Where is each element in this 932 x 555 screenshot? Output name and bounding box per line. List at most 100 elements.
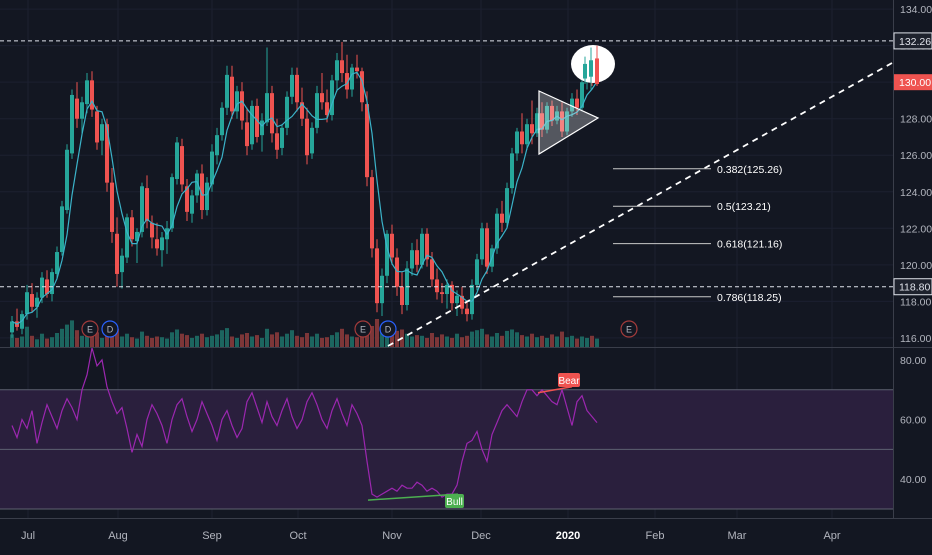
candle-body[interactable] [550, 105, 554, 121]
candle-body[interactable] [260, 120, 264, 136]
candle-body[interactable] [295, 74, 299, 103]
candle-body[interactable] [335, 60, 339, 81]
candle-body[interactable] [310, 127, 314, 154]
candle-body[interactable] [450, 284, 454, 304]
candle-body[interactable] [320, 93, 324, 103]
candle-body[interactable] [425, 233, 429, 260]
candle-body[interactable] [235, 91, 239, 112]
candle-body[interactable] [565, 111, 569, 132]
candle-body[interactable] [80, 102, 84, 119]
candle-body[interactable] [220, 107, 224, 136]
candle-body[interactable] [445, 284, 449, 295]
candle-body[interactable] [70, 94, 74, 154]
candle-body[interactable] [45, 279, 49, 295]
candle-body[interactable] [275, 133, 279, 150]
candle-body[interactable] [530, 124, 534, 134]
candle-body[interactable] [520, 131, 524, 145]
candle-body[interactable] [525, 124, 529, 145]
candle-body[interactable] [185, 186, 189, 212]
candle-body[interactable] [340, 60, 344, 74]
candle-body[interactable] [270, 93, 274, 134]
candle-body[interactable] [265, 93, 269, 123]
candle-body[interactable] [210, 151, 214, 185]
candle-body[interactable] [195, 173, 199, 196]
candle-body[interactable] [480, 228, 484, 260]
candle-body[interactable] [75, 98, 79, 119]
candle-body[interactable] [400, 286, 404, 305]
candle-body[interactable] [135, 231, 139, 242]
candle-body[interactable] [355, 67, 359, 72]
candle-body[interactable] [315, 93, 319, 128]
event-marker-earnings[interactable] [620, 320, 638, 338]
candle-body[interactable] [35, 297, 39, 307]
candle-body[interactable] [180, 146, 184, 185]
candle-body[interactable] [300, 102, 304, 119]
candle-body[interactable] [250, 105, 254, 145]
candle-body[interactable] [589, 60, 593, 77]
candle-body[interactable] [115, 233, 119, 274]
candle-body[interactable] [205, 182, 209, 211]
trendline[interactable] [387, 62, 893, 347]
event-marker-earnings[interactable] [81, 320, 99, 338]
candle-body[interactable] [90, 80, 94, 110]
candle-body[interactable] [285, 96, 289, 128]
candle-body[interactable] [370, 177, 374, 249]
candle-body[interactable] [430, 259, 434, 280]
candle-body[interactable] [575, 98, 579, 108]
candle-body[interactable] [105, 124, 109, 183]
event-marker-dividend[interactable] [379, 320, 397, 338]
candle-body[interactable] [25, 292, 29, 315]
candle-body[interactable] [280, 127, 284, 148]
triangle-pattern[interactable] [538, 90, 600, 156]
candle-body[interactable] [385, 233, 389, 276]
candle-body[interactable] [535, 113, 539, 134]
candle-body[interactable] [120, 255, 124, 273]
candle-body[interactable] [125, 217, 129, 258]
candle-body[interactable] [130, 217, 134, 240]
candle-body[interactable] [50, 272, 54, 295]
candle-body[interactable] [160, 237, 164, 251]
candle-body[interactable] [85, 80, 89, 105]
bull-badge[interactable] [445, 494, 464, 508]
candle-body[interactable] [395, 257, 399, 287]
candle-body[interactable] [145, 188, 149, 221]
candle-body[interactable] [495, 213, 499, 249]
candle-body[interactable] [65, 149, 69, 211]
candle-body[interactable] [580, 82, 584, 108]
candle-body[interactable] [570, 98, 574, 112]
candle-body[interactable] [150, 222, 154, 238]
candle-body[interactable] [100, 124, 104, 141]
candle-body[interactable] [595, 58, 599, 85]
candle-body[interactable] [465, 308, 469, 315]
candle-body[interactable] [305, 118, 309, 156]
candle-body[interactable] [500, 213, 504, 223]
candle-body[interactable] [290, 74, 294, 97]
candle-body[interactable] [240, 91, 244, 121]
candle-body[interactable] [435, 279, 439, 293]
candle-body[interactable] [380, 275, 384, 304]
candle-body[interactable] [410, 250, 414, 269]
candle-body[interactable] [215, 135, 219, 156]
event-marker-earnings[interactable] [354, 320, 372, 338]
candle-body[interactable] [55, 252, 59, 274]
candle-body[interactable] [440, 292, 444, 295]
bear-divergence-line[interactable] [537, 386, 573, 394]
candle-body[interactable] [245, 122, 249, 147]
candle-body[interactable] [470, 284, 474, 315]
candle-body[interactable] [375, 248, 379, 304]
candle-body[interactable] [325, 102, 329, 116]
candle-body[interactable] [190, 195, 194, 214]
candle-body[interactable] [505, 188, 509, 223]
candle-body[interactable] [560, 111, 564, 132]
candle-body[interactable] [155, 239, 159, 249]
candle-body[interactable] [95, 111, 99, 143]
candle-body[interactable] [583, 63, 587, 79]
candle-body[interactable] [415, 250, 419, 265]
candle-body[interactable] [200, 173, 204, 211]
candle-body[interactable] [350, 67, 354, 90]
candle-body[interactable] [170, 177, 174, 229]
candle-body[interactable] [230, 76, 234, 112]
candle-body[interactable] [110, 182, 114, 232]
candle-body[interactable] [455, 295, 459, 304]
